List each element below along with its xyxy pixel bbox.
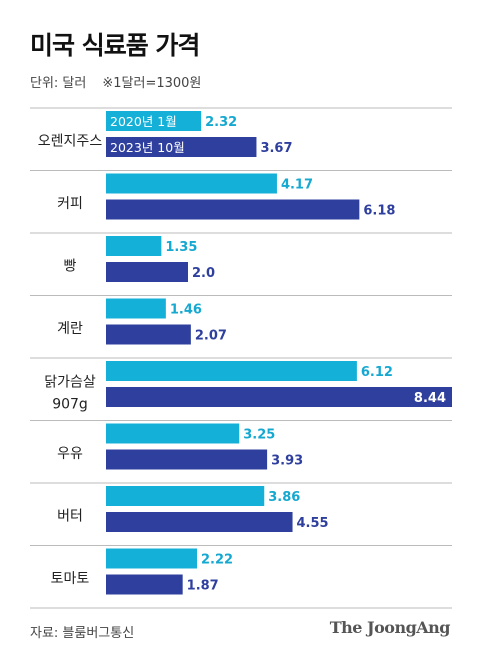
bar-2020	[106, 361, 357, 381]
category-label: 닭가슴살 907g	[44, 374, 96, 412]
bar-2020	[106, 111, 202, 131]
category-label: 오렌지주스	[38, 133, 103, 149]
value-label: 2.07	[195, 329, 227, 344]
category-label: 토마토	[51, 571, 90, 587]
bar-2023	[106, 449, 268, 470]
bar-2023	[106, 574, 183, 595]
bar-2023	[106, 512, 293, 532]
chart-title: 미국 식료품 가격	[30, 31, 200, 60]
value-label: 6.12	[361, 365, 393, 380]
value-label: 4.55	[297, 516, 329, 531]
value-label: 1.87	[187, 579, 219, 594]
value-label: 2.22	[201, 553, 233, 568]
value-label: 3.25	[243, 428, 275, 443]
source-credit: 자료: 블룸버그통신	[30, 626, 135, 641]
bar-2020	[106, 298, 166, 319]
category-label: 우유	[57, 446, 83, 462]
value-label: 3.67	[260, 141, 292, 156]
bar-2023	[106, 324, 191, 345]
value-label: 8.44	[414, 391, 446, 406]
value-label: 3.93	[271, 454, 303, 469]
category-label: 버터	[57, 508, 83, 524]
value-label: 2.0	[192, 266, 215, 281]
bar-2023	[106, 387, 452, 407]
bar-2020	[106, 236, 162, 256]
value-label: 1.35	[165, 240, 197, 255]
value-label: 1.46	[170, 303, 202, 318]
legend-label: 2023년 10월	[110, 140, 185, 155]
bar-2023	[106, 137, 257, 157]
legend-label: 2020년 1월	[110, 114, 177, 129]
bar-2020	[106, 423, 240, 444]
bar-2023	[106, 262, 188, 282]
bar-2020	[106, 548, 198, 569]
exchange-rate-note: ※1달러=1300원	[102, 76, 202, 91]
category-label: 빵	[64, 258, 77, 274]
bar-2020	[106, 173, 277, 194]
value-label: 6.18	[363, 204, 395, 219]
brand-logo: The JoongAng	[329, 618, 451, 637]
category-label: 커피	[57, 196, 83, 212]
bar-2020	[106, 486, 265, 506]
bar-2023	[106, 199, 360, 220]
value-label: 3.86	[268, 490, 300, 505]
unit-line: 단위: 달러 ※1달러=1300원	[30, 72, 201, 91]
value-label: 4.17	[281, 178, 313, 193]
category-label: 계란	[57, 321, 83, 337]
value-label: 2.32	[205, 115, 237, 130]
unit-label: 단위: 달러	[30, 76, 87, 91]
